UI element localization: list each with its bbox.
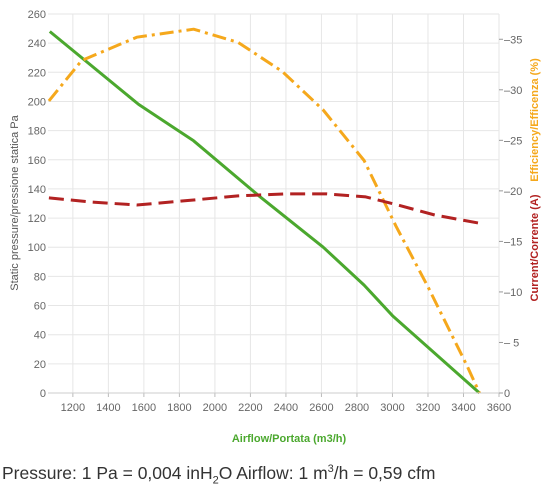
performance-chart: 1200 1400 1600 1800 2000 2200 2400 2600 2800 3000… [9, 9, 541, 445]
efficiency-axis-title: Efficiency/Efficenza (%) [529, 58, 541, 182]
left-y-tick-label: 20 [34, 359, 46, 371]
right-y-tick-label: – 5 [504, 337, 519, 349]
left-y-tick-label: 260 [28, 9, 46, 21]
airflow-note-prefix: O Airflow: 1 m [218, 463, 328, 483]
left-y-tick-label: 160 [28, 155, 46, 167]
x-tick-label: 1800 [167, 402, 191, 414]
x-tick-label: 2200 [238, 402, 262, 414]
left-y-tick-label: 240 [28, 38, 46, 50]
efficiency-curve [47, 27, 481, 394]
x-tick-label: 1600 [132, 402, 156, 414]
left-y-tick-label: 60 [34, 301, 46, 313]
airflow-note-suffix: /h = 0,59 cfm [333, 463, 436, 483]
x-tick-label: 1200 [61, 402, 85, 414]
pressure-note-subscript: 2 [212, 474, 219, 487]
tick-labels: 1200 1400 1600 1800 2000 2200 2400 2600 2800 3000… [28, 9, 523, 414]
x-tick-label: 2000 [203, 402, 227, 414]
right-y-tick-label: –20 [504, 186, 522, 198]
right-y-tick-label: –25 [504, 135, 522, 147]
x-tick-label: 3200 [416, 402, 440, 414]
x-tick-label: 3600 [487, 402, 511, 414]
left-y-tick-label: 180 [28, 126, 46, 138]
left-y-tick-label: 120 [28, 213, 46, 225]
current-axis-title: Current/Corrente (A) [529, 194, 541, 301]
left-y-tick-label: 200 [28, 96, 46, 108]
right-y-tick-label: 0 [504, 388, 510, 400]
x-tick-label: 2800 [345, 402, 369, 414]
left-y-tick-label: 140 [28, 184, 46, 196]
right-y-tick-label: –15 [504, 236, 522, 248]
pressure-curve [48, 30, 481, 395]
x-axis-title: Airflow/Portata (m3/h) [232, 433, 347, 445]
left-y-tick-label: 80 [34, 271, 46, 283]
x-tick-label: 3000 [380, 402, 404, 414]
left-y-tick-label: 40 [34, 330, 46, 342]
axes [48, 38, 503, 397]
left-y-axis-title: Static pressure/pressione statica Pa [9, 114, 21, 290]
left-y-tick-label: 220 [28, 67, 46, 79]
x-tick-label: 2600 [309, 402, 333, 414]
right-y-tick-label: –30 [504, 85, 522, 97]
unit-conversion-note: Pressure: 1 Pa = 0,004 inH2O Airflow: 1 … [2, 463, 435, 487]
x-tick-label: 1400 [96, 402, 120, 414]
airflow-note-superscript: 3 [327, 463, 334, 476]
pressure-note-prefix: Pressure: 1 Pa = 0,004 inH [2, 463, 213, 483]
right-y-tick-label: –35 [504, 34, 522, 46]
current-curve [48, 192, 480, 225]
left-y-tick-label: 100 [28, 242, 46, 254]
x-tick-label: 2400 [274, 402, 298, 414]
series-layer [47, 27, 481, 395]
right-y-tick-label: –10 [504, 287, 522, 299]
x-tick-label: 3400 [451, 402, 475, 414]
left-y-tick-label: 0 [40, 388, 46, 400]
